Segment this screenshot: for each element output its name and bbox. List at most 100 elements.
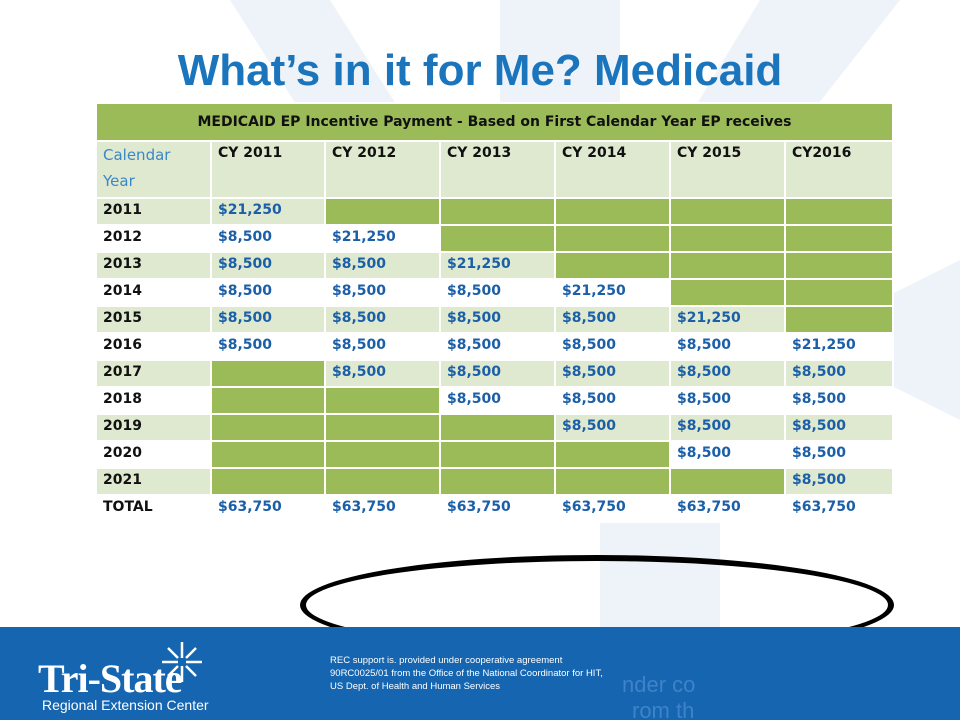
header-cy-2015: CY 2015	[669, 140, 786, 199]
table-row: 2014 $8,500 $8,500 $8,500 $21,250	[95, 278, 894, 307]
empty-cell	[669, 197, 786, 226]
empty-cell	[784, 251, 894, 280]
payment-cell: $21,250	[210, 197, 326, 226]
empty-cell	[784, 278, 894, 307]
payment-cell: $8,500	[669, 386, 786, 415]
row-year: 2017	[95, 359, 212, 388]
table-row: 2012 $8,500 $21,250	[95, 224, 894, 253]
payment-cell: $8,500	[324, 305, 441, 334]
payment-cell: $8,500	[784, 386, 894, 415]
empty-cell	[554, 197, 671, 226]
incentive-table: MEDICAID EP Incentive Payment - Based on…	[95, 102, 894, 523]
empty-cell	[669, 278, 786, 307]
row-year: TOTAL	[95, 494, 212, 523]
payment-cell: $8,500	[439, 305, 556, 334]
table-row: 2015 $8,500 $8,500 $8,500 $8,500 $21,250	[95, 305, 894, 334]
payment-cell: $8,500	[784, 413, 894, 442]
row-year: 2015	[95, 305, 212, 334]
table-row: 2020 $8,500 $8,500	[95, 440, 894, 469]
empty-cell	[210, 413, 326, 442]
empty-cell	[439, 197, 556, 226]
empty-cell	[669, 224, 786, 253]
empty-cell	[324, 197, 441, 226]
row-year: 2019	[95, 413, 212, 442]
table-row: 2016 $8,500 $8,500 $8,500 $8,500 $8,500 $21,25…	[95, 332, 894, 361]
payment-cell: $8,500	[784, 359, 894, 388]
payment-cell: $8,500	[439, 332, 556, 361]
table-row: 2013 $8,500 $8,500 $21,250	[95, 251, 894, 280]
star-burst-icon	[162, 642, 202, 682]
payment-cell: $63,750	[439, 494, 556, 523]
payment-cell: $8,500	[784, 467, 894, 496]
empty-cell	[324, 386, 441, 415]
table-row: TOTAL $63,750 $63,750 $63,750 $63,750 $63,750…	[95, 494, 894, 523]
empty-cell	[324, 413, 441, 442]
payment-cell: $8,500	[439, 278, 556, 307]
payment-cell: $63,750	[324, 494, 441, 523]
empty-cell	[324, 467, 441, 496]
header-cy-2014: CY 2014	[554, 140, 671, 199]
payment-cell: $8,500	[324, 251, 441, 280]
payment-cell: $21,250	[784, 332, 894, 361]
payment-cell: $8,500	[669, 440, 786, 469]
payment-cell: $8,500	[669, 413, 786, 442]
payment-cell: $8,500	[784, 440, 894, 469]
payment-cell: $8,500	[210, 251, 326, 280]
payment-cell: $8,500	[439, 386, 556, 415]
row-year: 2012	[95, 224, 212, 253]
row-year: 2016	[95, 332, 212, 361]
logo-name: Tri-State	[38, 656, 183, 701]
row-year: 2011	[95, 197, 212, 226]
payment-cell: $8,500	[439, 359, 556, 388]
payment-cell: $8,500	[669, 332, 786, 361]
empty-cell	[784, 305, 894, 334]
payment-cell: $8,500	[324, 332, 441, 361]
empty-cell	[210, 440, 326, 469]
table-row: 2017 $8,500 $8,500 $8,500 $8,500 $8,500	[95, 359, 894, 388]
payment-cell: $8,500	[210, 305, 326, 334]
empty-cell	[439, 413, 556, 442]
header-cy-2011: CY 2011	[210, 140, 326, 199]
footer-bar	[0, 627, 960, 720]
payment-cell: $21,250	[324, 224, 441, 253]
logo-subtitle: Regional Extension Center	[42, 697, 209, 713]
page-title: What’s in it for Me? Medicaid	[177, 46, 783, 95]
empty-cell	[669, 467, 786, 496]
payment-cell: $8,500	[669, 359, 786, 388]
empty-cell	[210, 386, 326, 415]
row-year: 2018	[95, 386, 212, 415]
row-year: 2021	[95, 467, 212, 496]
payment-cell: $8,500	[554, 305, 671, 334]
payment-cell: $8,500	[554, 332, 671, 361]
faded-background-text: nder co rom th	[622, 672, 696, 723]
empty-cell	[669, 251, 786, 280]
table-caption: MEDICAID EP Incentive Payment - Based on…	[95, 102, 894, 142]
empty-cell	[554, 467, 671, 496]
table-row: 2018 $8,500 $8,500 $8,500 $8,500	[95, 386, 894, 415]
empty-cell	[439, 467, 556, 496]
table-row: 2019 $8,500 $8,500 $8,500	[95, 413, 894, 442]
payment-cell: $8,500	[554, 386, 671, 415]
row-year: 2014	[95, 278, 212, 307]
payment-cell: $63,750	[554, 494, 671, 523]
row-year: 2020	[95, 440, 212, 469]
table-row: 2011 $21,250	[95, 197, 894, 226]
payment-cell: $8,500	[210, 224, 326, 253]
payment-cell: $8,500	[324, 359, 441, 388]
empty-cell	[324, 440, 441, 469]
payment-cell: $21,250	[439, 251, 556, 280]
empty-cell	[210, 467, 326, 496]
payment-cell: $8,500	[554, 359, 671, 388]
empty-cell	[554, 224, 671, 253]
payment-cell: $8,500	[554, 413, 671, 442]
payment-cell: $63,750	[784, 494, 894, 523]
empty-cell	[784, 197, 894, 226]
empty-cell	[439, 440, 556, 469]
payment-cell: $63,750	[669, 494, 786, 523]
payment-cell: $21,250	[554, 278, 671, 307]
header-cy-2013: CY 2013	[439, 140, 556, 199]
table-row: 2021 $8,500	[95, 467, 894, 496]
payment-cell: $8,500	[210, 278, 326, 307]
payment-cell: $8,500	[324, 278, 441, 307]
header-cy-2016: CY2016	[784, 140, 894, 199]
